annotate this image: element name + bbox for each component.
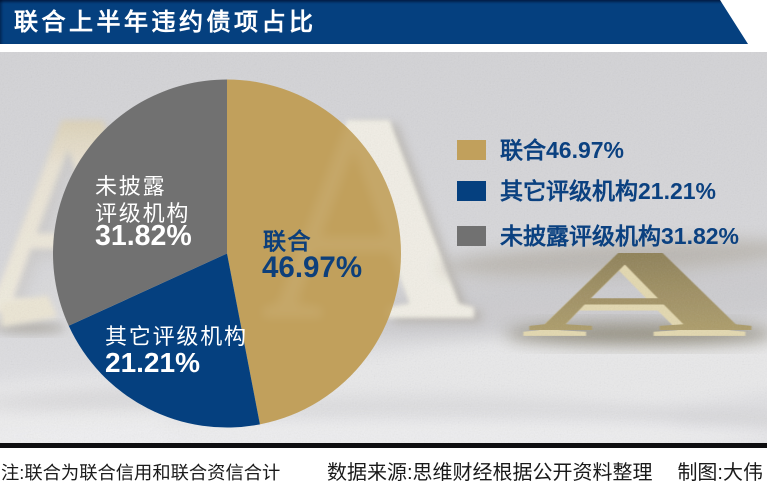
legend-label: 其它评级机构21.21% <box>500 178 717 204</box>
title-banner <box>0 0 748 44</box>
pie-slice <box>227 79 402 425</box>
pie-slice <box>68 253 260 428</box>
pie-label-undisclosed-name-line1: 未披露 <box>95 174 167 199</box>
footer-source: 数据来源:思维财经根据公开资料整理 <box>327 462 653 484</box>
pie-label-undisclosed-value: 31.82% <box>95 220 192 252</box>
pie-label-other-name: 其它评级机构 <box>105 324 248 349</box>
pie-chart <box>53 79 402 428</box>
page-title: 联合上半年违约债项占比 <box>14 9 317 36</box>
legend-swatch <box>457 181 486 201</box>
footer: 注:联合为联合信用和联合资信合计 数据来源:思维财经根据公开资料整理 制图:大伟 <box>0 448 767 488</box>
footer-credit: 制图:大伟 <box>677 462 763 484</box>
separator-line <box>0 443 767 448</box>
footer-note: 注:联合为联合信用和联合资信合计 <box>1 462 281 483</box>
legend-swatch <box>457 139 486 160</box>
legend-swatch <box>457 225 486 246</box>
pie-slice <box>53 79 228 326</box>
pie-label-other-value: 21.21% <box>105 347 200 378</box>
legend-item: 其它评级机构21.21% <box>457 178 717 204</box>
pie-label-lianhe-name: 联合 <box>263 228 312 254</box>
pie-label-undisclosed-name-line2: 评级机构 <box>95 201 191 226</box>
legend-label: 未披露评级机构31.82% <box>500 222 740 249</box>
legend-item: 联合46.97% <box>457 136 625 163</box>
legend-item: 未披露评级机构31.82% <box>457 222 740 249</box>
pie-label-lianhe-value: 46.97% <box>262 251 363 284</box>
legend-label: 联合46.97% <box>500 136 625 163</box>
